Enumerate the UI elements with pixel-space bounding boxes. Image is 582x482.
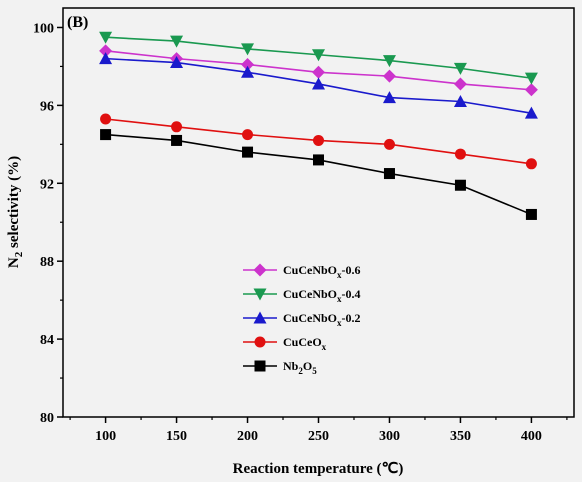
data-point	[383, 138, 395, 150]
x-tick-label: 200	[237, 429, 258, 444]
legend: CuCeNbOx-0.6CuCeNbOx-0.4CuCeNbOx-0.2CuCe…	[243, 263, 361, 376]
y-tick-label: 92	[40, 177, 54, 192]
data-point	[241, 65, 255, 78]
legend-label-main: Nb	[283, 359, 299, 373]
data-point	[524, 83, 538, 97]
data-point	[453, 62, 467, 75]
data-point	[171, 121, 183, 133]
data-point	[454, 148, 466, 160]
y-axis-title: N2 selectivity (%)	[6, 156, 25, 268]
legend-label: CuCeNbOx-0.2	[283, 311, 361, 328]
x-tick-label: 350	[450, 429, 471, 444]
legend-label-suffix: O	[303, 359, 312, 373]
series-2	[99, 52, 538, 119]
x-tick-label: 150	[166, 429, 187, 444]
series-layer	[99, 31, 538, 220]
data-point	[453, 94, 467, 107]
legend-label-subscript: x	[322, 342, 327, 352]
data-point	[524, 106, 538, 119]
legend-label: CuCeNbOx-0.6	[283, 263, 361, 280]
legend-label-subscript: x	[337, 318, 342, 328]
series-3	[100, 113, 537, 170]
panel-label: (B)	[67, 14, 88, 31]
y-axis: 80 84 88 92 96 100	[33, 21, 63, 426]
data-point	[524, 72, 538, 85]
x-tick-label: 100	[95, 429, 116, 444]
legend-label: CuCeOx	[283, 335, 327, 352]
series-1	[99, 31, 538, 85]
legend-label: Nb2O5	[283, 359, 317, 376]
legend-label-suffix: -0.2	[342, 311, 361, 325]
data-point	[99, 31, 113, 44]
data-point	[241, 43, 255, 56]
legend-marker	[253, 263, 267, 277]
data-point	[99, 44, 113, 58]
data-point	[382, 91, 396, 104]
legend-marker	[254, 336, 266, 348]
data-point	[100, 113, 112, 125]
y-tick-label: 88	[40, 255, 54, 270]
legend-item: CuCeNbOx-0.4	[243, 287, 361, 304]
y-axis-title-rest: selectivity (%)	[6, 156, 22, 252]
legend-label-main: CuCeNbO	[283, 263, 337, 277]
data-point	[313, 134, 324, 146]
data-point	[170, 35, 184, 48]
data-point	[453, 77, 467, 91]
data-point	[383, 168, 395, 180]
y-tick-label: 84	[40, 333, 54, 348]
data-point	[312, 65, 325, 79]
legend-label-subscript: x	[337, 270, 342, 280]
y-axis-title-main: N	[6, 257, 22, 268]
data-point	[525, 208, 537, 220]
data-point	[382, 69, 396, 83]
y-tick-label: 80	[40, 411, 54, 426]
data-point	[382, 55, 396, 68]
legend-label-main: CuCeNbO	[283, 287, 337, 301]
x-tick-label: 400	[521, 429, 542, 444]
series-4	[100, 129, 537, 220]
legend-label-suffix: -0.4	[342, 287, 361, 301]
data-point	[525, 158, 537, 170]
legend-label-subscript: x	[337, 294, 342, 304]
y-tick-label: 100	[33, 21, 54, 36]
data-point	[312, 77, 325, 90]
data-point	[242, 129, 254, 141]
x-axis: 100 150 200 250 300 350 400	[69, 417, 568, 444]
legend-label-suffix: -0.6	[342, 263, 361, 277]
legend-item: CuCeNbOx-0.2	[243, 311, 361, 328]
legend-item: CuCeOx	[243, 335, 327, 352]
y-tick-label: 96	[40, 99, 54, 114]
data-point	[241, 57, 255, 71]
legend-label-main: CuCeO	[283, 335, 322, 349]
legend-item: Nb2O5	[243, 359, 317, 376]
legend-marker	[254, 360, 266, 372]
data-point	[312, 49, 325, 62]
legend-label: CuCeNbOx-0.4	[283, 287, 361, 304]
data-point	[99, 52, 113, 65]
legend-label-main: CuCeNbO	[283, 311, 337, 325]
data-point	[313, 154, 324, 166]
y-axis-title-subscript: 2	[13, 251, 25, 257]
x-tick-label: 300	[379, 429, 400, 444]
data-point	[170, 56, 184, 69]
data-point	[171, 134, 183, 146]
legend-marker	[253, 311, 267, 324]
data-point	[100, 129, 112, 141]
legend-label-subscript: 2	[298, 366, 303, 376]
legend-label-subscript-2: 5	[312, 366, 317, 376]
x-tick-label: 250	[308, 429, 329, 444]
legend-marker	[253, 288, 267, 301]
x-axis-title: Reaction temperature (℃)	[233, 461, 404, 477]
legend-item: CuCeNbOx-0.6	[243, 263, 361, 280]
data-point	[454, 179, 466, 191]
data-point	[242, 146, 254, 158]
